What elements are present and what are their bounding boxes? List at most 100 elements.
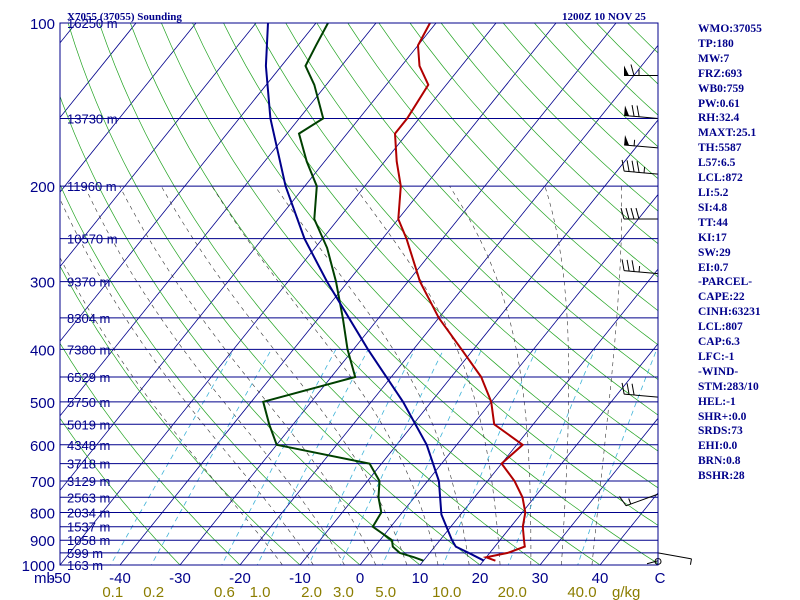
- dry-adiabat-line: [192, 23, 658, 526]
- mixing-ratio-label: 0.2: [143, 584, 164, 600]
- isotherm-line: [60, 23, 137, 119]
- dry-adiabat-line: [129, 23, 601, 565]
- moist-adiabat-line: [84, 186, 345, 565]
- pressure-tick-label: 300: [30, 275, 55, 292]
- height-label: 5750 m: [67, 395, 110, 410]
- barb-full: [626, 383, 630, 395]
- height-label: 16250 m: [67, 16, 118, 31]
- mixing-ratio-line: [221, 349, 337, 565]
- temperature-tick-label: -40: [109, 570, 131, 587]
- height-label: 599 m: [67, 546, 103, 561]
- barb-half: [643, 166, 646, 173]
- index-line: SHR+:0.0: [698, 410, 747, 423]
- dry-adiabat-line: [316, 23, 658, 380]
- mixing-ratio-line: [110, 349, 235, 565]
- mixing-ratio-label: 0.6: [214, 584, 235, 600]
- dry-adiabat-line: [409, 23, 658, 278]
- temperature-tick-label: -20: [229, 570, 251, 587]
- height-label: 1058 m: [67, 533, 110, 548]
- temperature-trace: [393, 23, 527, 562]
- dry-adiabat-line: [254, 23, 658, 452]
- pressure-tick-label: 1000: [22, 558, 55, 575]
- dry-adiabat-line: [60, 183, 361, 565]
- isobars: [60, 22, 658, 566]
- index-line: EHI:0.0: [698, 440, 738, 453]
- index-line: BSHR:28: [698, 470, 745, 483]
- height-label: 5019 m: [67, 417, 110, 432]
- index-line: PW:0.61: [698, 97, 740, 110]
- barb-half: [689, 558, 692, 565]
- dry-adiabat-line: [60, 265, 301, 565]
- mixing-ratio-label: 0.1: [102, 584, 123, 600]
- moist-adiabat-line: [354, 186, 501, 565]
- height-label: 6529 m: [67, 370, 110, 385]
- isotherm-line: [419, 268, 658, 565]
- temperature-tick-label: 20: [472, 570, 489, 587]
- pressure-tick-label: 200: [30, 179, 55, 196]
- temperature-tick-label: -30: [169, 570, 191, 587]
- isotherm-line: [299, 119, 658, 565]
- mixing-ratio-label: 3.0: [333, 584, 354, 600]
- height-label: 7380 m: [67, 342, 110, 357]
- barb-full: [631, 105, 635, 117]
- wind-barb: [624, 134, 659, 149]
- index-line: EI:0.7: [698, 261, 729, 274]
- index-line: -WIND-: [698, 365, 739, 378]
- index-line: LCL:807: [698, 321, 743, 334]
- isotherm-line: [60, 23, 317, 342]
- index-line: TT:44: [698, 216, 728, 229]
- pressure-tick-label: 400: [30, 342, 55, 359]
- height-label: 4348 m: [67, 438, 110, 453]
- barb-full: [626, 160, 630, 172]
- wind-barb: [620, 207, 658, 220]
- height-label: 3129 m: [67, 474, 110, 489]
- mixing-ratio-label: 2.0: [301, 584, 322, 600]
- barb-full: [631, 160, 635, 173]
- index-line: L57:6.5: [698, 157, 736, 170]
- mixing-ratio-unit-label: g/kg: [612, 584, 640, 600]
- sounding-traces: [261, 23, 527, 562]
- temperature-tick-label: -50: [49, 570, 71, 587]
- barb-full: [626, 259, 630, 272]
- moist-adiabat-line: [591, 186, 623, 565]
- isotherm-line: [60, 23, 197, 193]
- barb-half: [638, 265, 641, 273]
- index-line: CAPE:22: [698, 291, 745, 304]
- barb-full: [630, 64, 635, 76]
- temperature-tick-label: C: [655, 570, 666, 587]
- index-line: LI:5.2: [698, 186, 729, 199]
- dry-adiabat-line: [60, 95, 421, 565]
- height-label: 3718 m: [67, 457, 110, 472]
- index-line: TP:180: [698, 37, 734, 50]
- wind-barb: [646, 526, 659, 565]
- index-line: LCL:872: [698, 172, 743, 185]
- temperature-tick-label: 30: [532, 570, 549, 587]
- mixing-ratio-line: [339, 349, 444, 565]
- index-line: BRN:0.8: [698, 455, 741, 468]
- index-line: SRDS:73: [698, 425, 743, 438]
- barb-full: [621, 259, 625, 271]
- dry-adiabat-line: [60, 342, 241, 565]
- index-line: MW:7: [698, 52, 730, 65]
- isotherm-line: [119, 23, 557, 565]
- barb-half: [628, 498, 632, 505]
- barb-half: [633, 139, 636, 146]
- stability-indices-panel: WMO:37055 TP:180 MW:7 FRZ:693 WB0:759 PW:0.61…: [698, 22, 798, 484]
- height-label: 10570 m: [67, 232, 118, 247]
- mixing-ratio-line: [308, 349, 416, 565]
- mixing-ratio-line: [381, 349, 482, 565]
- background-lines: [60, 23, 658, 565]
- isotherm-line: [60, 23, 497, 565]
- axis-labels: 16250 m 13730 m 11960 m 10570 m 9370 m 8304 m…: [22, 16, 666, 600]
- dry-adiabat-line: [378, 23, 658, 312]
- index-line: LFC:-1: [698, 350, 735, 363]
- barb-full: [630, 207, 635, 220]
- mixing-ratio-line: [507, 349, 596, 565]
- index-line: HEL:-1: [698, 395, 736, 408]
- barb-full: [619, 496, 627, 507]
- height-label: 2034 m: [67, 505, 110, 520]
- wind-barb: [621, 382, 659, 398]
- index-line: CINH:63231: [698, 306, 761, 319]
- barb-staff: [624, 144, 659, 149]
- index-line: SI:4.8: [698, 201, 728, 214]
